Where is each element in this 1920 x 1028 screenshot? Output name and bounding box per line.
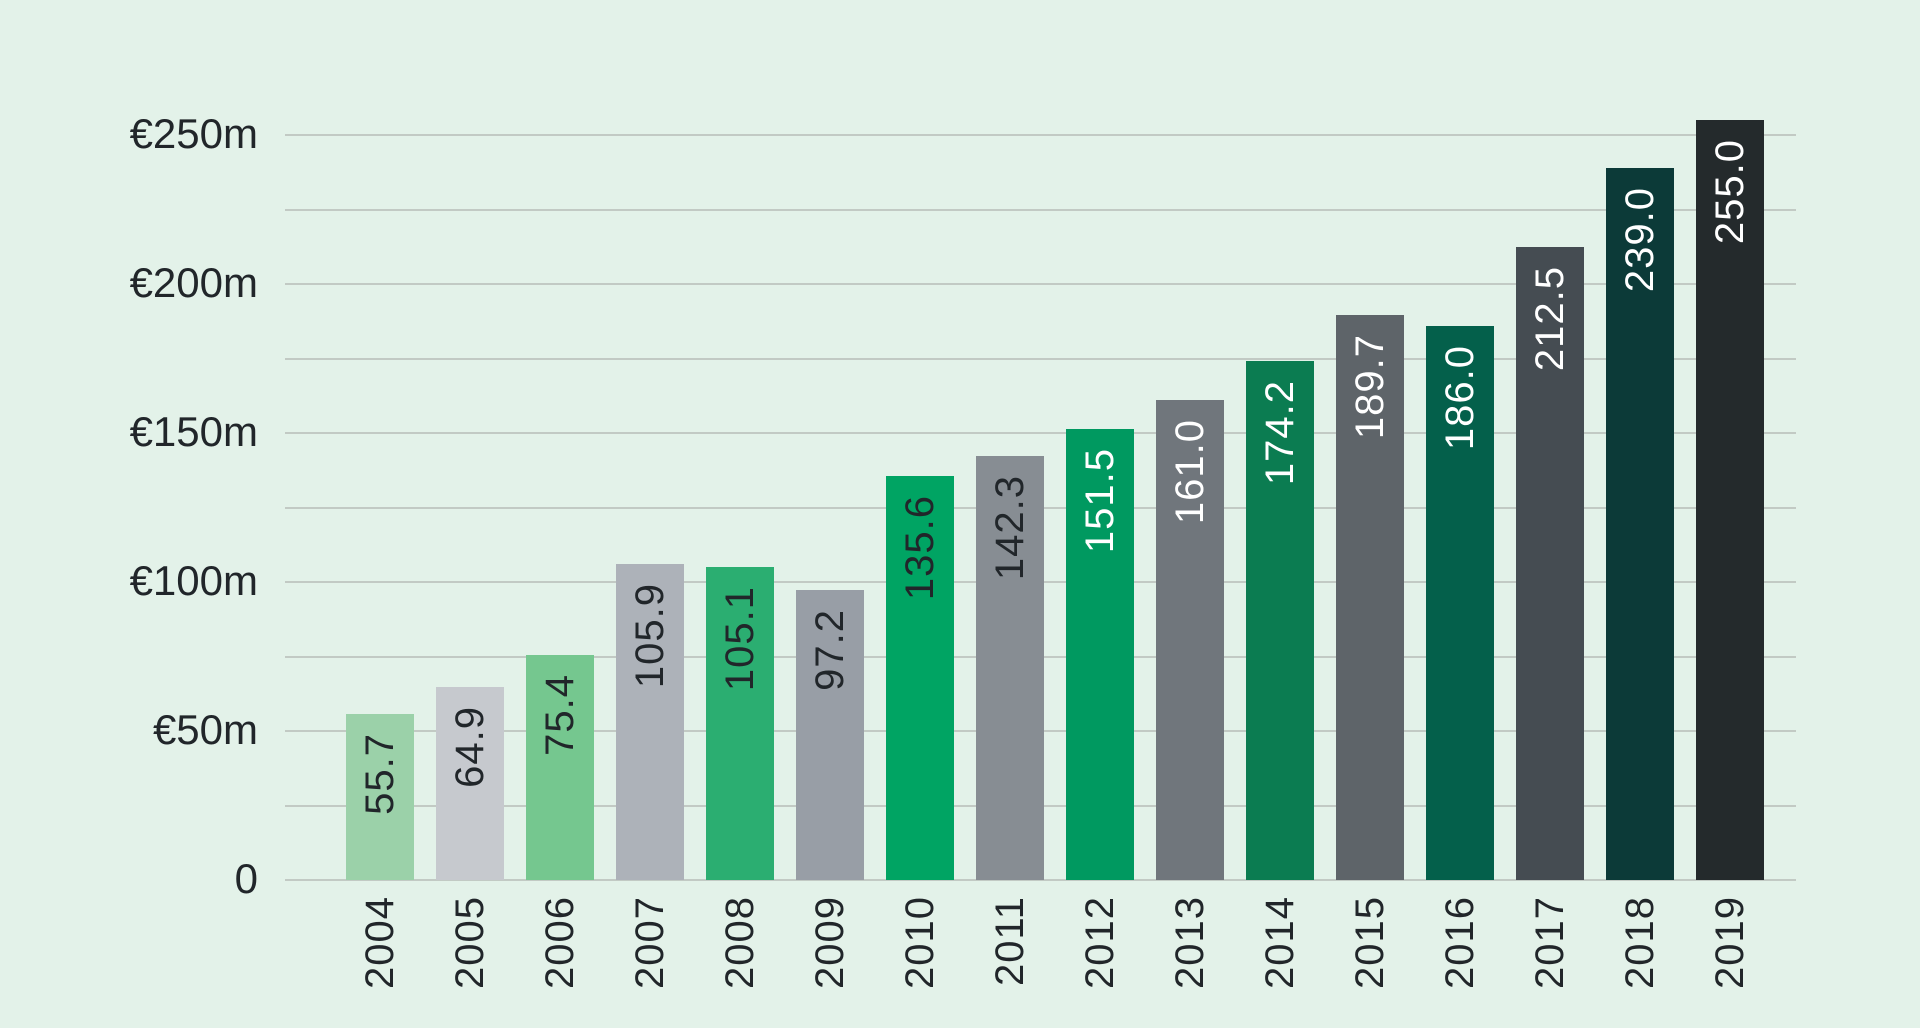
bar-2006[interactable]: 75.4 — [526, 655, 594, 880]
x-axis-label: 2004 — [358, 896, 402, 989]
gridline — [285, 283, 1796, 285]
y-axis-tick-label: €250m — [129, 110, 258, 158]
bar-2016[interactable]: 186.0 — [1426, 326, 1494, 880]
x-axis-label-box: 2007 — [616, 896, 684, 989]
x-axis-label-box: 2011 — [976, 896, 1044, 986]
bar-2005[interactable]: 64.9 — [436, 687, 504, 880]
x-axis-label-box: 2013 — [1156, 896, 1224, 989]
x-axis-label: 2010 — [898, 896, 942, 989]
bar-2018[interactable]: 239.0 — [1606, 168, 1674, 880]
x-axis-label: 2012 — [1078, 896, 1122, 989]
y-axis-tick-label: €150m — [129, 408, 258, 456]
gridline — [285, 134, 1796, 136]
gridline — [285, 358, 1796, 360]
x-axis-label-box: 2015 — [1336, 896, 1404, 989]
y-axis-tick-label: €50m — [152, 706, 258, 754]
x-axis-label: 2005 — [448, 896, 492, 989]
x-axis-label: 2016 — [1438, 896, 1482, 989]
y-axis-tick-label: 0 — [234, 855, 258, 903]
y-axis-tick-label: €100m — [129, 557, 258, 605]
x-axis-label: 2009 — [808, 896, 852, 989]
bar-2017[interactable]: 212.5 — [1516, 247, 1584, 880]
x-axis-label-box: 2018 — [1606, 896, 1674, 989]
x-axis-label: 2008 — [718, 896, 762, 989]
bar-2012[interactable]: 151.5 — [1066, 429, 1134, 880]
x-axis-label-box: 2008 — [706, 896, 774, 989]
x-axis-label: 2017 — [1528, 896, 1572, 989]
bar-2008[interactable]: 105.1 — [706, 567, 774, 880]
gridline — [285, 879, 1796, 881]
x-axis-label: 2011 — [988, 896, 1032, 987]
y-axis-tick-label: €200m — [129, 259, 258, 307]
x-axis-label-box: 2019 — [1696, 896, 1764, 989]
x-axis-label: 2013 — [1168, 896, 1212, 989]
x-axis-label-box: 2005 — [436, 896, 504, 989]
x-axis-label-box: 2009 — [796, 896, 864, 989]
gridline — [285, 209, 1796, 211]
x-axis-label: 2006 — [538, 896, 582, 989]
x-axis-label-box: 2010 — [886, 896, 954, 989]
bar-2011[interactable]: 142.3 — [976, 456, 1044, 880]
x-axis-label-box: 2012 — [1066, 896, 1134, 989]
bar-2004[interactable]: 55.7 — [346, 714, 414, 880]
x-axis-label: 2019 — [1708, 896, 1752, 989]
bar-2007[interactable]: 105.9 — [616, 564, 684, 880]
x-axis-label-box: 2004 — [346, 896, 414, 989]
x-axis-label-box: 2014 — [1246, 896, 1314, 989]
x-axis-label-box: 2016 — [1426, 896, 1494, 989]
x-axis-label: 2015 — [1348, 896, 1392, 989]
x-axis-label: 2007 — [628, 896, 672, 989]
bar-2009[interactable]: 97.2 — [796, 590, 864, 880]
bar-2015[interactable]: 189.7 — [1336, 315, 1404, 880]
x-axis-label-box: 2017 — [1516, 896, 1584, 989]
x-axis-label: 2014 — [1258, 896, 1302, 989]
bar-2019[interactable]: 255.0 — [1696, 120, 1764, 880]
bar-2010[interactable]: 135.6 — [886, 476, 954, 880]
x-axis-label: 2018 — [1618, 896, 1662, 989]
bar-2013[interactable]: 161.0 — [1156, 400, 1224, 880]
bar-2014[interactable]: 174.2 — [1246, 361, 1314, 880]
x-axis-label-box: 2006 — [526, 896, 594, 989]
gridline — [285, 432, 1796, 434]
